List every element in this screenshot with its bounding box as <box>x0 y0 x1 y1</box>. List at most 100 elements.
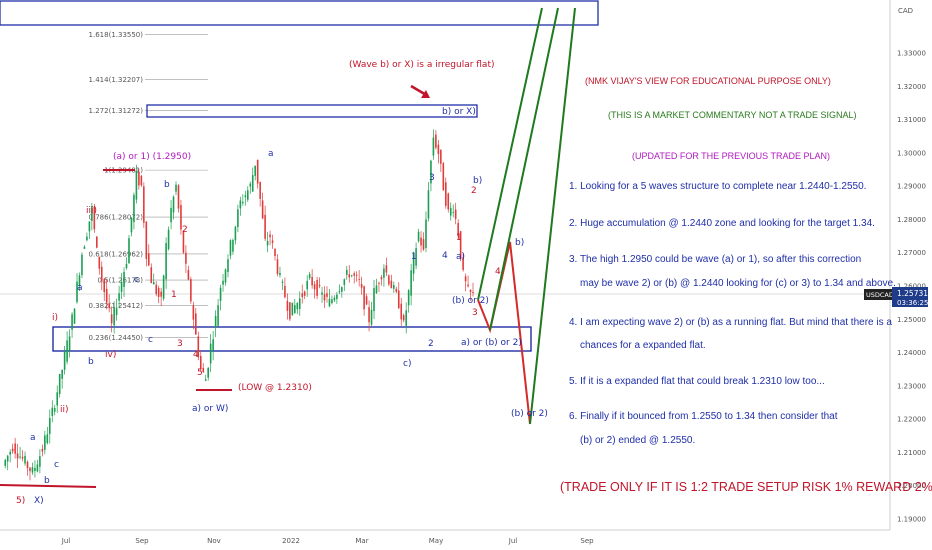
candle-body <box>291 302 294 316</box>
candle-body <box>405 310 407 326</box>
wave-b2-target-label: (b) or 2) <box>511 409 548 419</box>
candle-body <box>313 284 316 290</box>
accumulation-zone-box <box>52 326 532 352</box>
candle-body <box>145 221 148 260</box>
candle-body <box>46 434 49 444</box>
candle-body <box>66 340 68 362</box>
commentary-point-3-cont: may be wave 2) or (b) @ 1.2440 looking f… <box>580 278 896 289</box>
candle-body <box>360 284 363 288</box>
candle-body <box>135 170 138 200</box>
bullish-projection-2 <box>489 7 559 331</box>
price-tick-label: 1.22000 <box>897 416 926 424</box>
candle-body <box>19 456 21 458</box>
candle-body <box>130 217 133 233</box>
candle-body <box>393 285 395 289</box>
candle-body <box>34 467 36 472</box>
low-line-bottom <box>0 484 97 488</box>
candle-body <box>98 256 101 269</box>
last-price-tag <box>892 287 928 307</box>
fib-label: 1.618(1.33550) <box>89 31 144 39</box>
candle-body <box>108 303 110 309</box>
price-tick-label: 1.28000 <box>897 216 926 224</box>
candle-body <box>143 186 145 223</box>
candle-body <box>172 196 175 213</box>
wave-label: 3 <box>472 308 478 318</box>
candle-body <box>110 314 113 324</box>
candle-body <box>165 243 167 280</box>
candle-body <box>417 231 420 242</box>
wave-label: a <box>30 433 36 443</box>
candle-body <box>78 275 81 287</box>
wave-b2-small-label: (b) or 2) <box>452 296 489 306</box>
candle-body <box>36 464 39 472</box>
commentary-header-2: (THIS IS A MARKET COMMENTARY NOT A TRADE… <box>608 110 857 120</box>
price-tick-label: 1.29000 <box>897 183 926 191</box>
candle-body <box>449 207 452 216</box>
candle-body <box>180 205 182 230</box>
wave-label: b) <box>473 176 482 186</box>
wave-label: 4 <box>193 350 199 360</box>
candle-body <box>444 182 447 206</box>
wave-aW-label: a) or W) <box>192 404 228 414</box>
candle-body <box>140 175 143 186</box>
symbol-tag <box>864 289 892 300</box>
candle-body <box>100 266 103 281</box>
time-tick-label: Mar <box>355 537 368 545</box>
candle-body <box>380 277 383 280</box>
candle-body <box>187 270 190 280</box>
fib-label: 0.5(1.26178) <box>97 277 143 285</box>
candle-body <box>435 134 437 148</box>
candle-body <box>128 238 130 264</box>
candle-body <box>254 165 257 176</box>
candle-body <box>383 268 385 278</box>
fib-label: 0.618(1.26962) <box>89 250 144 258</box>
price-tick-label: 1.27000 <box>897 249 926 257</box>
candle-body <box>294 305 296 313</box>
candle-body <box>407 290 410 306</box>
time-tick-label: May <box>429 537 443 545</box>
candle-body <box>365 296 368 305</box>
candle-body <box>427 190 430 219</box>
commentary-point-2: 2. Huge accumulation @ 1.2440 zone and l… <box>569 218 875 229</box>
candle-body <box>26 461 29 469</box>
candle-body <box>440 149 442 164</box>
candle-body <box>207 367 209 378</box>
price-tick-label: 1.32000 <box>897 83 926 91</box>
candle-body <box>296 302 299 310</box>
candle-body <box>222 280 224 285</box>
candle-body <box>209 343 212 364</box>
wave-label: b <box>44 476 50 486</box>
candle-body <box>170 207 172 223</box>
price-series <box>4 129 474 481</box>
candle-body <box>105 288 108 303</box>
candle-body <box>197 336 200 358</box>
commentary-point-6-cont: (b) or 2) ended @ 1.2550. <box>580 435 696 446</box>
candle-body <box>412 253 415 274</box>
candle-body <box>454 209 457 219</box>
candle-body <box>472 291 474 294</box>
candle-body <box>125 263 128 269</box>
candle-body <box>378 282 380 284</box>
time-tick-label: 2022 <box>282 537 300 545</box>
candle-body <box>350 275 353 277</box>
candle-body <box>373 288 375 312</box>
candle-body <box>402 315 405 321</box>
wave-label: 5) <box>16 496 25 506</box>
candle-body <box>6 455 9 462</box>
wave-label: 4 <box>495 267 501 277</box>
candle-body <box>341 287 343 292</box>
wave-label: i) <box>52 313 58 323</box>
candle-body <box>397 290 400 309</box>
candle-body <box>16 453 19 459</box>
candle-body <box>167 229 170 250</box>
candle-body <box>155 284 158 294</box>
expanded-flat-projection <box>477 241 531 425</box>
candle-body <box>39 456 41 467</box>
fib-1272-box <box>146 104 478 118</box>
price-tick-label: 1.31000 <box>897 116 926 124</box>
candle-body <box>229 240 232 256</box>
candle-body <box>44 435 46 450</box>
fib-label: 1.272(1.31272) <box>89 107 144 115</box>
wave-label: a) <box>456 252 465 262</box>
